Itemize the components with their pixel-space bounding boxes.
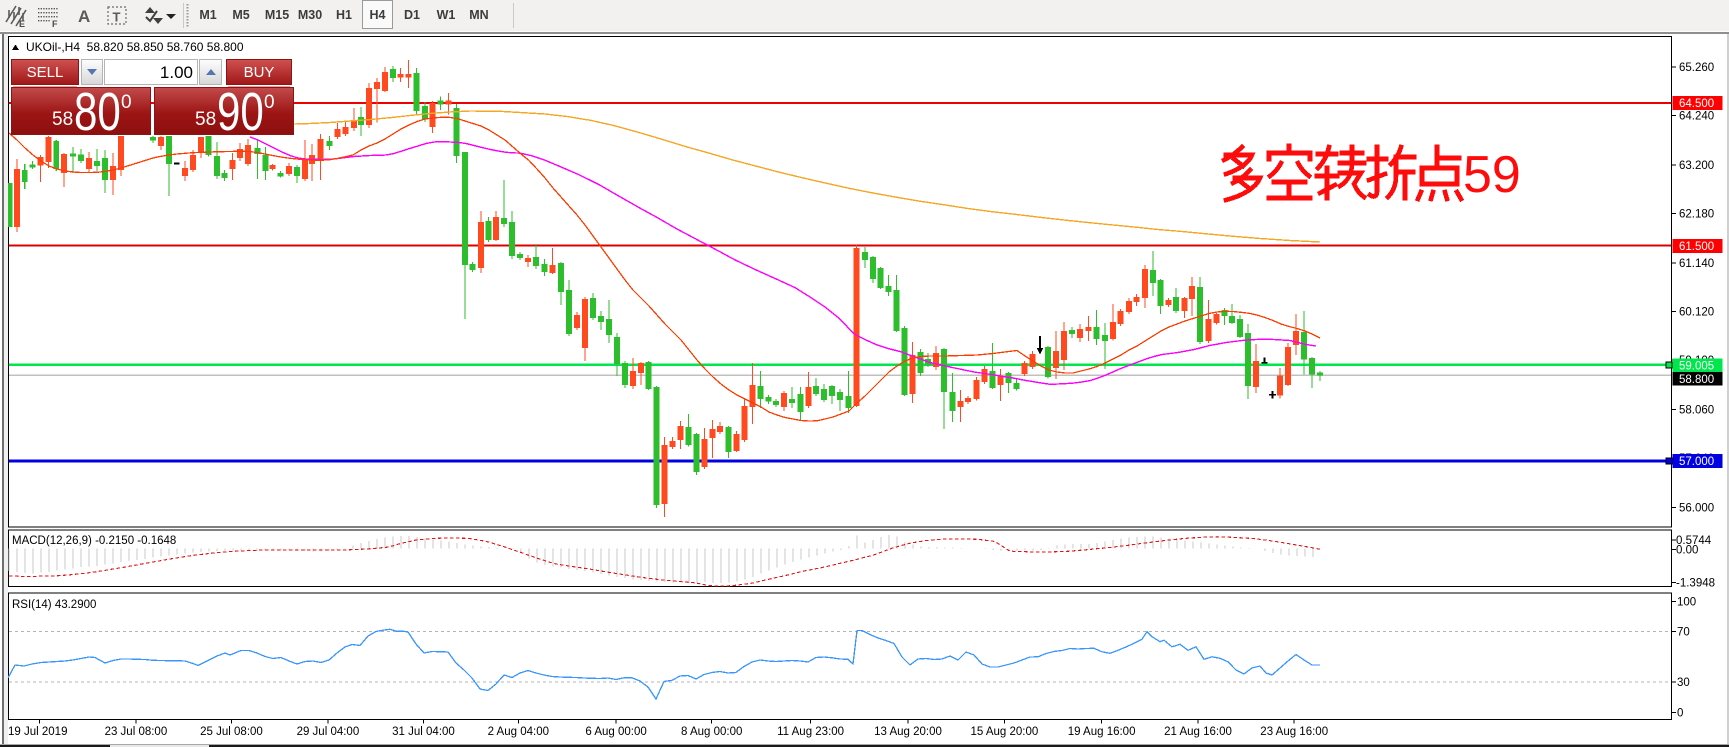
svg-text:13 Aug 20:00: 13 Aug 20:00 xyxy=(874,726,942,738)
svg-text:6 Aug 00:00: 6 Aug 00:00 xyxy=(585,726,646,738)
svg-text:62.180: 62.180 xyxy=(1679,209,1714,221)
svg-text:70: 70 xyxy=(1677,626,1690,638)
svg-text:31 Jul 04:00: 31 Jul 04:00 xyxy=(392,726,455,738)
svg-text:8 Aug 00:00: 8 Aug 00:00 xyxy=(681,726,742,738)
svg-text:19 Jul 2019: 19 Jul 2019 xyxy=(8,726,67,738)
svg-text:23 Aug 16:00: 23 Aug 16:00 xyxy=(1260,726,1328,738)
svg-text:29 Jul 04:00: 29 Jul 04:00 xyxy=(297,726,360,738)
svg-text:-1.3948: -1.3948 xyxy=(1676,578,1715,590)
svg-text:64.500: 64.500 xyxy=(1679,98,1714,110)
svg-text:T: T xyxy=(113,10,121,25)
svg-text:UKOil-,H4 58.820 58.850 58.76: UKOil-,H4 58.820 58.850 58.760 58.800 xyxy=(26,40,244,54)
svg-text:61.500: 61.500 xyxy=(1679,241,1714,253)
svg-text:19 Aug 16:00: 19 Aug 16:00 xyxy=(1068,726,1136,738)
svg-text:56.000: 56.000 xyxy=(1679,502,1714,514)
svg-text:RSI(14) 43.2900: RSI(14) 43.2900 xyxy=(12,599,96,611)
svg-text:15 Aug 20:00: 15 Aug 20:00 xyxy=(971,726,1039,738)
svg-text:65.260: 65.260 xyxy=(1679,62,1714,74)
svg-text:0.5744: 0.5744 xyxy=(1676,535,1712,547)
svg-text:57.000: 57.000 xyxy=(1679,456,1714,468)
svg-text:E: E xyxy=(19,19,25,29)
svg-text:30: 30 xyxy=(1677,677,1690,689)
svg-text:63.200: 63.200 xyxy=(1679,160,1714,172)
svg-text:0: 0 xyxy=(1677,708,1683,720)
svg-text:64.240: 64.240 xyxy=(1679,111,1714,123)
svg-text:2 Aug 04:00: 2 Aug 04:00 xyxy=(488,726,549,738)
svg-text:58.800: 58.800 xyxy=(1679,374,1714,386)
svg-text:0.00: 0.00 xyxy=(1676,544,1698,556)
svg-text:A: A xyxy=(78,7,90,26)
svg-text:25 Jul 08:00: 25 Jul 08:00 xyxy=(200,726,263,738)
svg-text:100: 100 xyxy=(1677,597,1696,609)
svg-text:21 Aug 16:00: 21 Aug 16:00 xyxy=(1164,726,1232,738)
svg-text:61.140: 61.140 xyxy=(1679,258,1714,270)
svg-text:F: F xyxy=(52,19,58,29)
svg-text:59: 59 xyxy=(1463,146,1521,204)
svg-text:58.060: 58.060 xyxy=(1679,405,1714,417)
svg-text:23 Jul 08:00: 23 Jul 08:00 xyxy=(105,726,168,738)
svg-text:11 Aug 23:00: 11 Aug 23:00 xyxy=(777,726,844,738)
svg-text:MACD(12,26,9) -0.2150 -0.1648: MACD(12,26,9) -0.2150 -0.1648 xyxy=(12,535,176,547)
svg-text:60.120: 60.120 xyxy=(1679,307,1714,319)
svg-text:59.005: 59.005 xyxy=(1679,361,1714,373)
